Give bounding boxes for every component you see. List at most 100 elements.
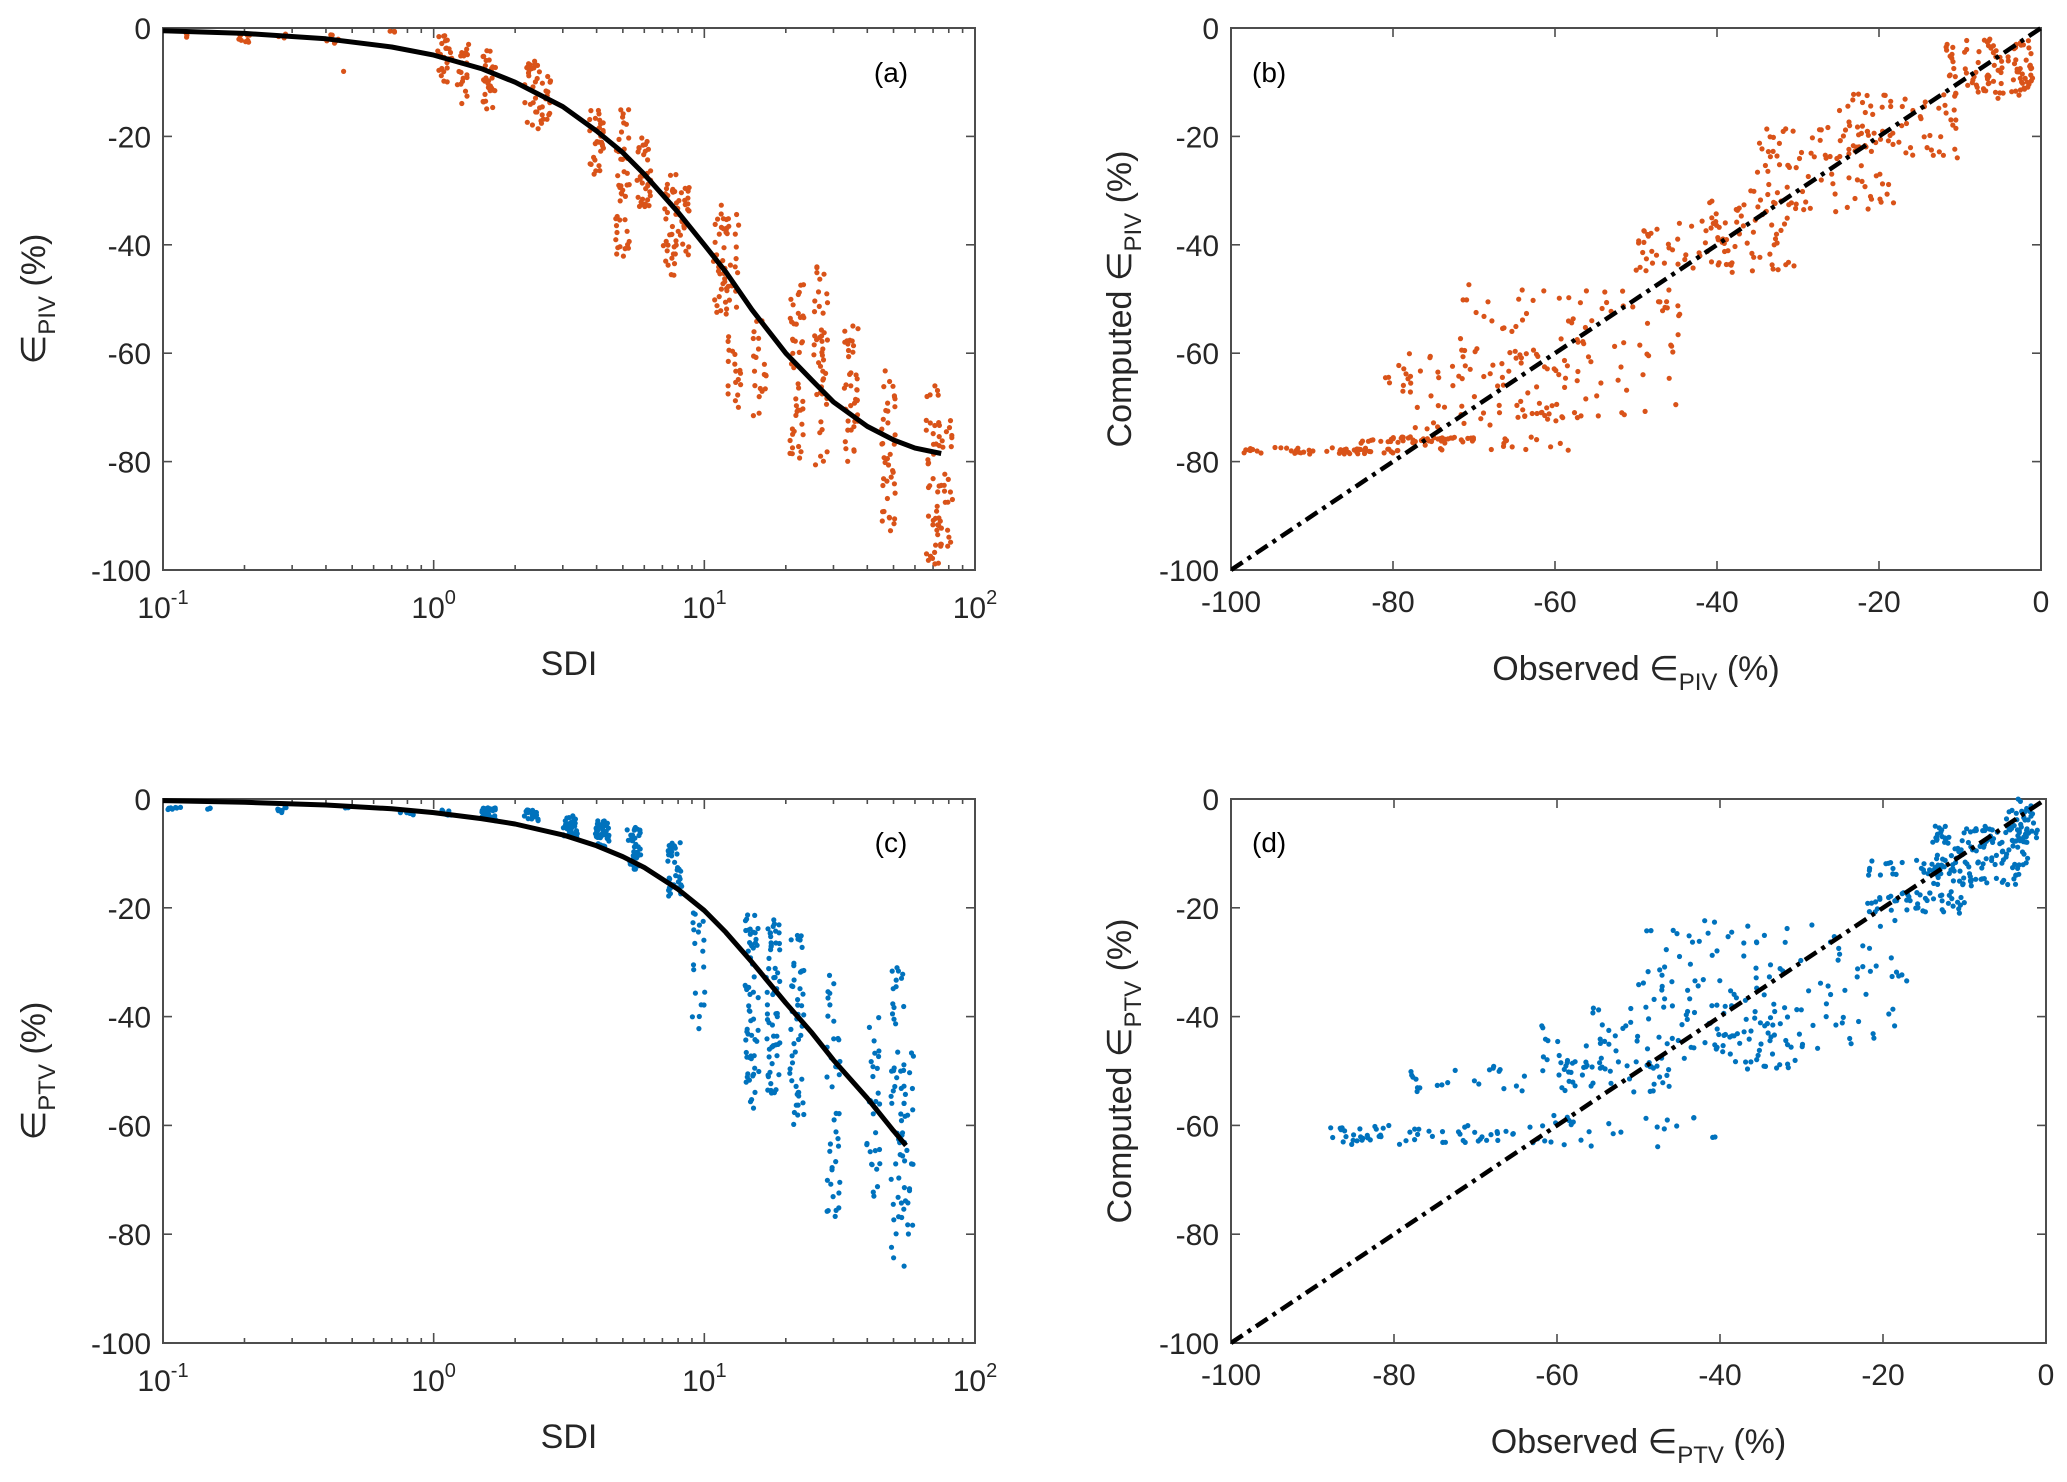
data-point — [880, 416, 886, 422]
data-point — [1930, 152, 1936, 158]
data-point — [701, 964, 707, 970]
data-point — [934, 527, 940, 533]
data-point — [1519, 317, 1526, 323]
data-point — [1670, 349, 1676, 355]
data-point — [1612, 1033, 1618, 1039]
data-point — [1525, 390, 1531, 396]
data-point — [825, 1013, 831, 1019]
data-point — [1715, 237, 1721, 243]
data-point — [743, 1049, 749, 1056]
data-point — [1823, 155, 1829, 161]
data-point — [799, 1076, 805, 1082]
data-point — [1929, 861, 1935, 867]
data-point — [1540, 1068, 1546, 1074]
data-point — [670, 251, 677, 257]
data-point — [1558, 1060, 1564, 1066]
data-point — [901, 1206, 907, 1212]
x-tick-label: 10-1 — [137, 1360, 188, 1398]
y-tick-label: -100 — [1159, 1328, 1219, 1361]
data-point — [1663, 947, 1669, 953]
data-point — [747, 1099, 754, 1105]
data-point — [671, 272, 677, 278]
data-point — [751, 1071, 757, 1077]
data-point — [1457, 336, 1464, 342]
data-point — [776, 930, 782, 936]
data-point — [2006, 847, 2012, 853]
data-point — [648, 168, 654, 174]
data-point — [329, 32, 335, 38]
data-point — [547, 110, 553, 116]
data-point — [1662, 964, 1668, 970]
data-point — [1515, 414, 1521, 420]
data-point — [789, 1053, 795, 1059]
data-point — [1429, 1133, 1435, 1139]
data-point — [1683, 1012, 1689, 1018]
data-point — [1713, 219, 1719, 225]
data-point — [945, 527, 951, 533]
data-point — [1778, 227, 1784, 233]
data-point — [870, 1189, 876, 1195]
x-tick-label: -60 — [1535, 1359, 1578, 1392]
data-point — [1607, 1068, 1613, 1074]
data-point — [900, 971, 906, 977]
label-subscript: PTV — [1677, 1442, 1724, 1469]
data-point — [1551, 1112, 1557, 1119]
data-point — [1771, 1001, 1777, 1007]
data-point — [1877, 895, 1883, 901]
data-point — [1890, 141, 1896, 147]
data-point — [1488, 1132, 1494, 1138]
data-point — [1468, 435, 1474, 441]
data-point — [768, 1081, 774, 1087]
data-point — [1833, 209, 1839, 215]
data-point — [1879, 181, 1886, 187]
x-tick-label: -100 — [1201, 1359, 1261, 1392]
data-point — [464, 74, 470, 81]
data-point — [1662, 996, 1668, 1002]
data-point — [881, 476, 887, 482]
data-point — [1903, 120, 1910, 127]
data-point — [1479, 1134, 1485, 1140]
data-point — [876, 1015, 882, 1021]
data-point — [1888, 98, 1894, 104]
y-tick-label: -40 — [108, 1002, 151, 1035]
label-subscript: PTV — [1120, 981, 1147, 1028]
data-point — [831, 1117, 837, 1123]
data-point — [1499, 374, 1505, 380]
data-point — [882, 459, 888, 466]
data-point — [795, 997, 801, 1003]
data-point — [1583, 396, 1589, 402]
y-tick-label: -40 — [1176, 230, 1219, 263]
data-point — [1561, 1066, 1567, 1072]
data-point — [1606, 1027, 1612, 1033]
data-point — [1565, 447, 1571, 453]
data-point — [949, 435, 955, 441]
data-point — [1910, 152, 1916, 158]
data-point — [910, 1222, 916, 1228]
data-point — [2009, 89, 2015, 95]
one-to-one-line — [1231, 26, 2043, 572]
data-point — [800, 432, 806, 438]
data-point — [642, 148, 648, 154]
data-point — [1928, 147, 1934, 153]
data-point — [1598, 1055, 1604, 1061]
tick-exponent: 1 — [715, 587, 726, 609]
data-point — [798, 1032, 804, 1038]
data-point — [1548, 444, 1554, 450]
data-point — [1687, 996, 1693, 1002]
data-point — [1330, 1134, 1336, 1141]
data-point — [442, 33, 448, 39]
data-point — [1860, 943, 1866, 949]
y-tick-label: -60 — [1176, 1110, 1219, 1143]
data-point — [1514, 402, 1520, 408]
data-point — [910, 1053, 917, 1059]
data-point — [1690, 265, 1696, 271]
data-point — [636, 203, 643, 209]
label-suffix: (%) — [1717, 650, 1779, 688]
data-point — [1801, 207, 1807, 213]
data-point — [484, 106, 490, 112]
data-point — [1295, 445, 1301, 451]
data-point — [940, 444, 946, 450]
data-point — [1365, 1135, 1371, 1141]
data-point — [1559, 414, 1565, 420]
data-point — [1757, 197, 1764, 203]
